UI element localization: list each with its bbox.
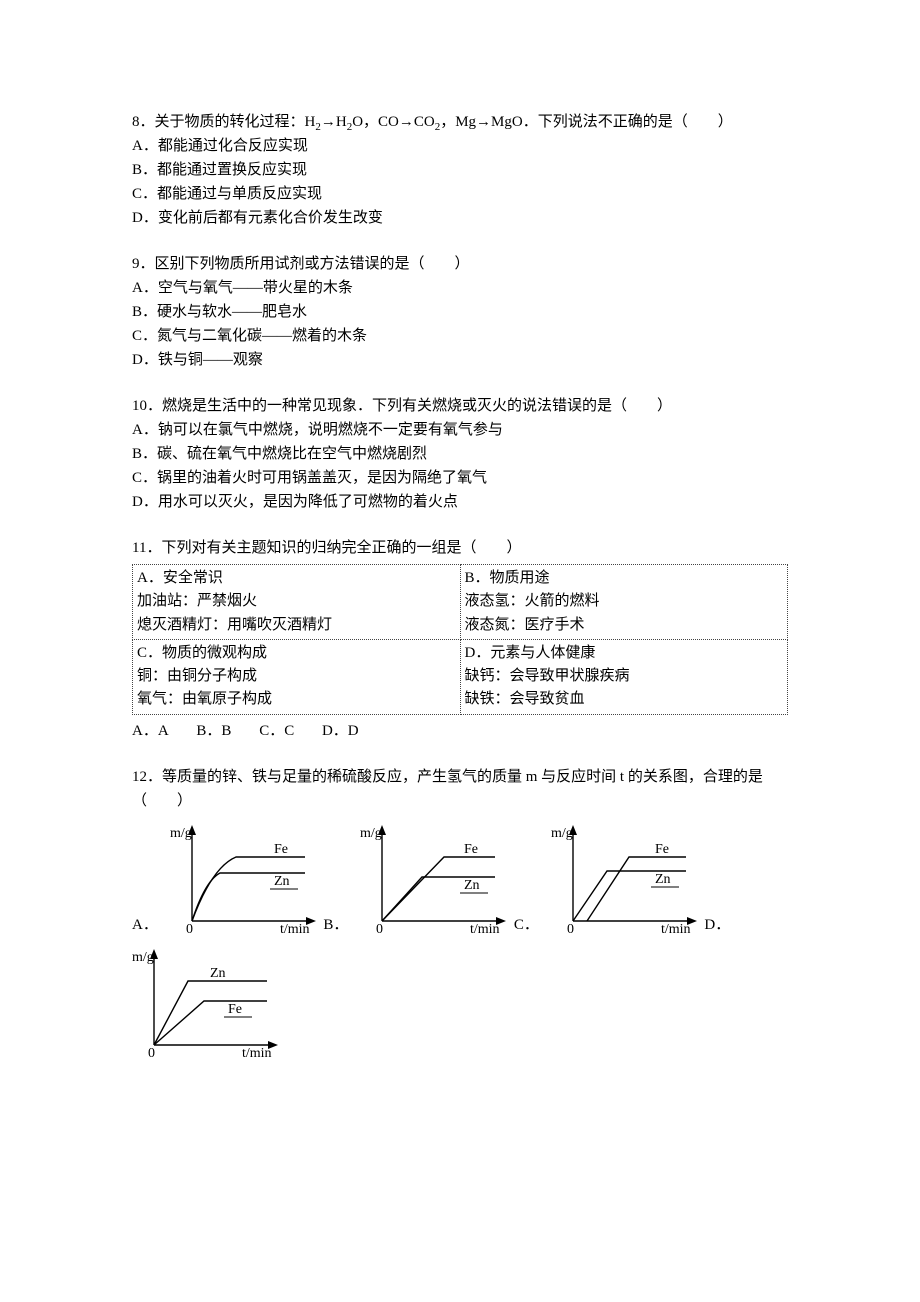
svg-text:t/min: t/min	[661, 922, 691, 933]
q11-table: A．安全常识 加油站：严禁烟火 熄灭酒精灯：用嘴吹灭酒精灯 B．物质用途 液态氢…	[132, 564, 788, 715]
q12-option-b-label: B．	[323, 918, 348, 933]
q12-option-a-label: A．	[132, 918, 158, 933]
q9-option-a: A．空气与氧气——带火星的木条	[132, 276, 788, 300]
cell-title: B．物质用途	[465, 567, 784, 590]
svg-text:0: 0	[148, 1046, 155, 1057]
svg-text:t/min: t/min	[470, 922, 500, 933]
q12-option-c-label: C．	[514, 918, 539, 933]
q11-cell-b: B．物质用途 液态氢：火箭的燃料 液态氮：医疗手术	[460, 565, 788, 640]
svg-text:Fe: Fe	[464, 842, 478, 857]
q12-stem: 12．等质量的锌、铁与足量的稀硫酸反应，产生氢气的质量 m 与反应时间 t 的关…	[132, 765, 788, 813]
t: →H	[321, 114, 347, 130]
q10-option-d: D．用水可以灭火，是因为降低了可燃物的着火点	[132, 490, 788, 514]
svg-text:0: 0	[567, 922, 574, 933]
svg-text:t/min: t/min	[242, 1046, 272, 1057]
svg-text:m/g: m/g	[551, 826, 573, 841]
q11-stem: 11．下列对有关主题知识的归纳完全正确的一组是（ ）	[132, 536, 788, 560]
x-axis-label: t/min	[280, 922, 310, 933]
zn-label: Zn	[274, 874, 290, 889]
q8-stem-text: 8．关于物质的转化过程：H	[132, 114, 315, 130]
t: ，Mg→MgO．下列说法不正确的是（ ）	[440, 114, 733, 130]
q8-option-c: C．都能通过与单质反应实现	[132, 182, 788, 206]
q11-ans-c: C．C	[259, 723, 294, 739]
cell-title: D．元素与人体健康	[465, 642, 784, 665]
question-8: 8．关于物质的转化过程：H2→H2O，CO→CO2，Mg→MgO．下列说法不正确…	[132, 110, 788, 230]
q10-options: A．钠可以在氯气中燃烧，说明燃烧不一定要有氧气参与 B．碳、硫在氧气中燃烧比在空…	[132, 418, 788, 514]
cell-line: 铜：由铜分子构成	[137, 665, 456, 688]
origin-label: 0	[186, 922, 193, 933]
q10-stem: 10．燃烧是生活中的一种常见现象．下列有关燃烧或灭火的说法错误的是（ ）	[132, 394, 788, 418]
q11-cell-c: C．物质的微观构成 铜：由铜分子构成 氧气：由氧原子构成	[133, 639, 461, 714]
svg-text:Fe: Fe	[655, 842, 669, 857]
q11-answer-options: A．A B．B C．C D．D	[132, 719, 788, 743]
q12-graph-d: m/g Zn Fe 0 t/min	[132, 947, 282, 1057]
cell-line: 熄灭酒精灯：用嘴吹灭酒精灯	[137, 614, 456, 637]
q8-stem: 8．关于物质的转化过程：H2→H2O，CO→CO2，Mg→MgO．下列说法不正确…	[132, 110, 788, 134]
q8-option-b: B．都能通过置换反应实现	[132, 158, 788, 182]
q12-graph-b: m/g Fe Zn 0 t/min	[360, 823, 510, 933]
svg-text:m/g: m/g	[360, 826, 382, 841]
svg-text:Fe: Fe	[228, 1002, 242, 1017]
cell-title: A．安全常识	[137, 567, 456, 590]
question-9: 9．区别下列物质所用试剂或方法错误的是（ ） A．空气与氧气——带火星的木条 B…	[132, 252, 788, 372]
y-axis-label: m/g	[170, 826, 192, 841]
cell-line: 缺钙：会导致甲状腺疾病	[465, 665, 784, 688]
question-10: 10．燃烧是生活中的一种常见现象．下列有关燃烧或灭火的说法错误的是（ ） A．钠…	[132, 394, 788, 514]
cell-title: C．物质的微观构成	[137, 642, 456, 665]
q11-cell-d: D．元素与人体健康 缺钙：会导致甲状腺疾病 缺铁：会导致贫血	[460, 639, 788, 714]
q9-option-b: B．硬水与软水——肥皂水	[132, 300, 788, 324]
q11-ans-b: B．B	[196, 723, 231, 739]
cell-line: 氧气：由氧原子构成	[137, 688, 456, 711]
cell-line: 液态氢：火箭的燃料	[465, 590, 784, 613]
q10-option-c: C．锅里的油着火时可用锅盖盖灭，是因为隔绝了氧气	[132, 466, 788, 490]
cell-line: 液态氮：医疗手术	[465, 614, 784, 637]
svg-text:m/g: m/g	[132, 950, 154, 965]
q8-option-d: D．变化前后都有元素化合价发生改变	[132, 206, 788, 230]
q12-option-d-label: D．	[704, 918, 730, 933]
q8-option-a: A．都能通过化合反应实现	[132, 134, 788, 158]
q11-ans-a: A．A	[132, 723, 169, 739]
q9-option-d: D．铁与铜——观察	[132, 348, 788, 372]
q11-ans-d: D．D	[322, 723, 359, 739]
q10-option-b: B．碳、硫在氧气中燃烧比在空气中燃烧剧烈	[132, 442, 788, 466]
svg-text:Zn: Zn	[655, 872, 671, 887]
svg-text:0: 0	[376, 922, 383, 933]
cell-line: 缺铁：会导致贫血	[465, 688, 784, 711]
q12-graphs: A． m/g Fe Zn 0 t/min	[132, 823, 788, 1071]
q9-option-c: C．氮气与二氧化碳——燃着的木条	[132, 324, 788, 348]
q12-graph-c: m/g Fe Zn 0 t/min	[551, 823, 701, 933]
fe-label: Fe	[274, 842, 288, 857]
t: O，CO→CO	[352, 114, 435, 130]
svg-text:Zn: Zn	[464, 878, 480, 893]
q10-option-a: A．钠可以在氯气中燃烧，说明燃烧不一定要有氧气参与	[132, 418, 788, 442]
q9-stem: 9．区别下列物质所用试剂或方法错误的是（ ）	[132, 252, 788, 276]
q11-cell-a: A．安全常识 加油站：严禁烟火 熄灭酒精灯：用嘴吹灭酒精灯	[133, 565, 461, 640]
svg-text:Zn: Zn	[210, 966, 226, 981]
question-12: 12．等质量的锌、铁与足量的稀硫酸反应，产生氢气的质量 m 与反应时间 t 的关…	[132, 765, 788, 1071]
q9-options: A．空气与氧气——带火星的木条 B．硬水与软水——肥皂水 C．氮气与二氧化碳——…	[132, 276, 788, 372]
cell-line: 加油站：严禁烟火	[137, 590, 456, 613]
question-11: 11．下列对有关主题知识的归纳完全正确的一组是（ ） A．安全常识 加油站：严禁…	[132, 536, 788, 743]
q8-options: A．都能通过化合反应实现 B．都能通过置换反应实现 C．都能通过与单质反应实现 …	[132, 134, 788, 230]
q12-graph-a: m/g Fe Zn 0 t/min	[170, 823, 320, 933]
